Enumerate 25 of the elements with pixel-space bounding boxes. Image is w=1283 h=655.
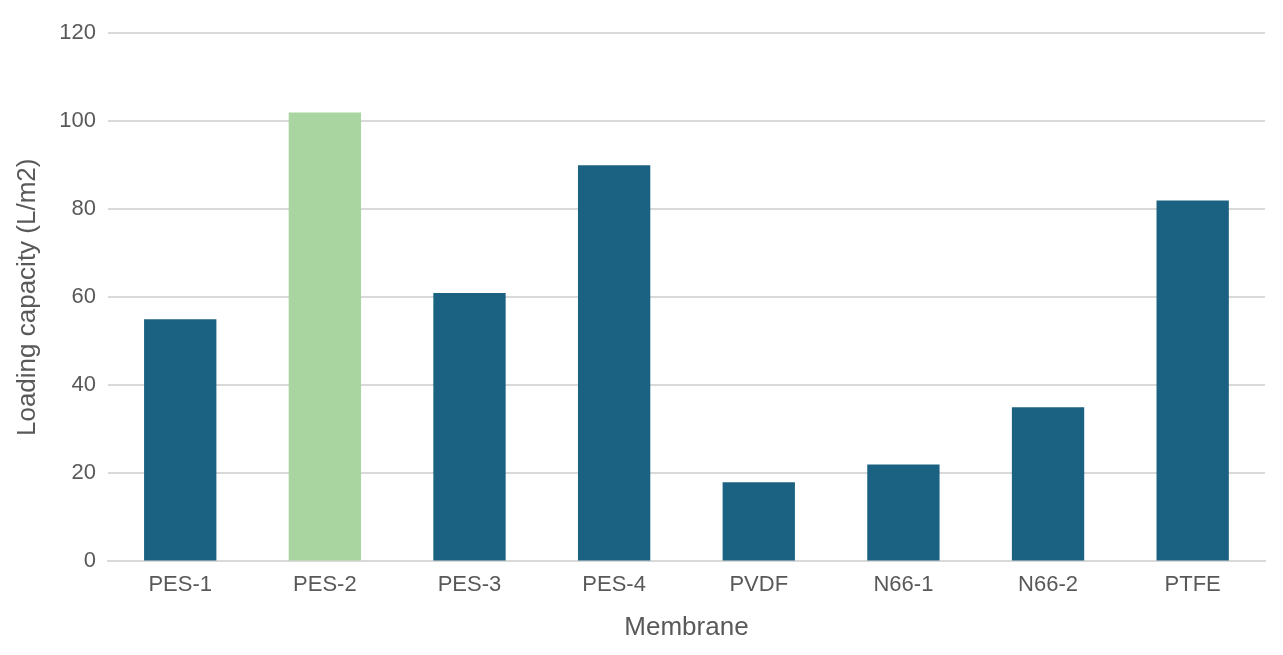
y-tick-label: 40 xyxy=(71,371,96,397)
x-tick-label: PES-2 xyxy=(293,570,357,596)
bar xyxy=(433,292,506,561)
y-tick-label: 80 xyxy=(71,195,96,221)
x-tick-label: PES-3 xyxy=(437,570,502,596)
bar xyxy=(1156,200,1229,561)
y-tick-label: 0 xyxy=(83,547,96,573)
y-tick-label: 100 xyxy=(59,107,96,133)
bar xyxy=(288,112,362,561)
x-axis-title: Membrane xyxy=(624,610,749,641)
bar xyxy=(144,319,217,561)
x-tick-label: N66-1 xyxy=(873,570,934,596)
bar xyxy=(867,464,940,561)
y-tick-label: 20 xyxy=(71,459,96,485)
x-tick-label: PVDF xyxy=(729,570,789,596)
bar xyxy=(722,482,795,561)
x-tick-label: PES-4 xyxy=(582,570,646,596)
bar xyxy=(577,165,651,561)
x-tick-label: N66-2 xyxy=(1018,570,1079,596)
x-tick-label: PES-1 xyxy=(148,570,213,596)
bar xyxy=(1011,407,1085,561)
y-tick-label: 60 xyxy=(71,283,96,309)
x-tick-label: PTFE xyxy=(1164,570,1221,596)
y-axis-title: Loading capacity (L/m2) xyxy=(10,158,41,437)
y-tick-label: 120 xyxy=(59,19,96,45)
